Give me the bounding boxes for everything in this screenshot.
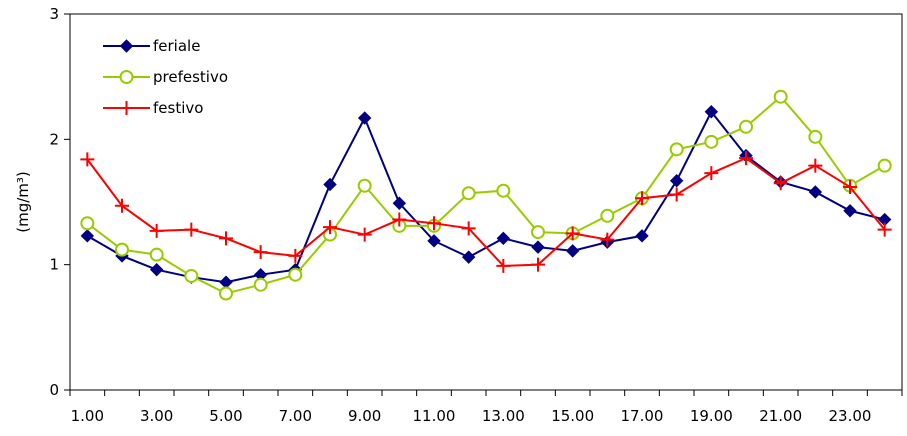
data-point (565, 226, 580, 241)
data-point (427, 216, 441, 231)
y-tick-label: 1 (49, 256, 59, 274)
data-point (357, 111, 372, 125)
data-point (219, 286, 233, 301)
data-point (253, 277, 268, 292)
data-point (461, 250, 476, 264)
data-point (323, 177, 337, 192)
legend-item: feriale (103, 37, 200, 55)
x-tick-label: 1.00 (71, 407, 104, 425)
legend-label: festivo (153, 99, 203, 117)
plot-area (69, 13, 903, 391)
x-tick-label: 19.00 (690, 407, 733, 425)
data-point (808, 185, 823, 199)
data-point (392, 196, 407, 210)
data-point (739, 119, 753, 134)
data-point (635, 229, 649, 243)
data-point (531, 240, 545, 254)
data-point (808, 158, 823, 173)
data-point (635, 191, 649, 206)
data-point (704, 166, 719, 181)
data-point (357, 178, 372, 193)
data-point (288, 267, 303, 282)
y-tick-label: 0 (49, 381, 59, 399)
data-point (461, 221, 476, 236)
plot-border (69, 13, 903, 391)
y-axis-title: (mg/m³) (14, 171, 32, 233)
series-line (86, 156, 886, 267)
data-point (600, 208, 615, 223)
data-point (149, 223, 164, 238)
x-tick-label: 13.00 (482, 407, 525, 425)
data-point (115, 198, 129, 213)
x-tick-label: 3.00 (140, 407, 173, 425)
legend-label: feriale (153, 37, 200, 55)
data-point (219, 231, 233, 246)
y-tick-label: 2 (49, 130, 59, 148)
series-prefestivo (80, 89, 892, 301)
legend: feriale prefestivo festivo (103, 37, 228, 117)
data-point (496, 231, 511, 246)
x-tick-label: 15.00 (551, 407, 594, 425)
x-tick-label: 7.00 (279, 407, 312, 425)
series-group (80, 89, 892, 301)
data-point (80, 216, 95, 231)
data-point (184, 222, 199, 237)
data-point (496, 258, 511, 273)
data-point (704, 134, 719, 149)
legend-item: prefestivo (103, 68, 228, 86)
data-point (773, 89, 788, 104)
data-point (119, 39, 134, 53)
axes: (mg/m³) 0 1 2 3 1.00 3.00 5.00 7.00 9.00 11.00 13.… (14, 5, 903, 425)
data-point (288, 248, 303, 263)
data-point (808, 129, 823, 144)
x-tick-label: 11.00 (413, 407, 456, 425)
data-point (877, 158, 892, 173)
data-point (80, 229, 95, 243)
x-tick-label: 23.00 (829, 407, 872, 425)
data-point (600, 232, 615, 247)
data-point (357, 227, 372, 242)
data-point (704, 105, 719, 119)
legend-item: festivo (103, 99, 203, 117)
data-point (843, 204, 857, 218)
legend-label: prefestivo (153, 68, 228, 86)
data-point (496, 183, 511, 198)
data-point (843, 179, 857, 194)
data-point (461, 186, 476, 201)
series-festivo (80, 151, 892, 273)
x-tick-label: 5.00 (209, 407, 242, 425)
data-point (253, 245, 268, 260)
x-tick-label: 9.00 (348, 407, 381, 425)
data-point (115, 242, 129, 257)
data-point (877, 222, 892, 237)
x-tick-label: 17.00 (621, 407, 664, 425)
x-tick-label: 21.00 (759, 407, 802, 425)
y-tick-label: 3 (49, 5, 59, 23)
data-point (149, 262, 164, 277)
data-point (80, 152, 95, 167)
data-point (669, 187, 684, 202)
data-point (184, 268, 199, 283)
data-point (739, 151, 753, 166)
data-point (149, 247, 164, 262)
data-point (119, 101, 134, 115)
data-point (392, 212, 407, 227)
data-point (531, 257, 545, 272)
data-point (565, 244, 580, 258)
data-point (669, 173, 684, 188)
data-point (427, 234, 441, 248)
data-point (119, 70, 134, 84)
data-point (773, 176, 788, 191)
data-point (531, 225, 545, 240)
data-point (669, 142, 684, 157)
data-point (323, 220, 337, 235)
